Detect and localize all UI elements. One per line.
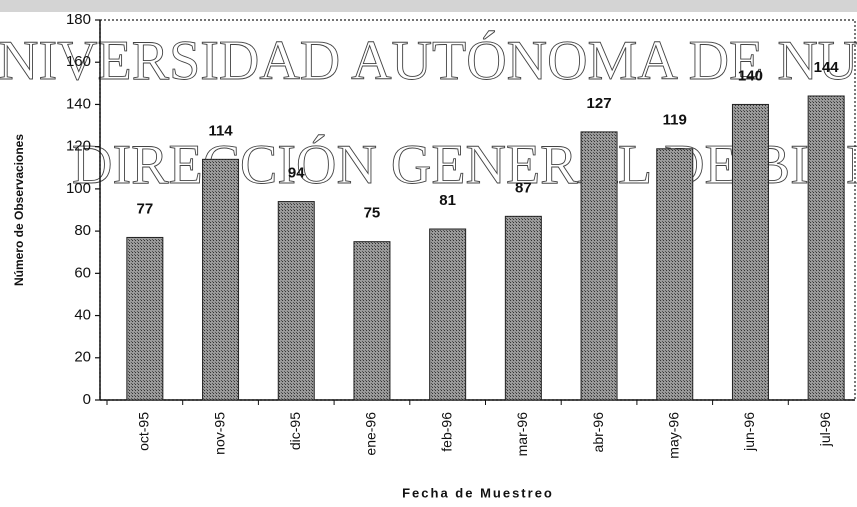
y-tick-label: 180 [66, 11, 91, 28]
watermark: NIVERSIDAD AUTÓNOMA DE NU [0, 29, 857, 92]
bar [656, 148, 694, 401]
bar [353, 241, 391, 401]
top-band [0, 0, 857, 12]
x-tick-label: feb-96 [438, 412, 454, 452]
y-tick-label: 0 [83, 391, 91, 408]
value-label: 114 [208, 122, 233, 139]
value-label: 127 [587, 95, 612, 112]
x-tick-label: abr-96 [590, 412, 606, 453]
y-tick-label: 160 [66, 53, 91, 70]
y-tick-label: 40 [74, 307, 91, 324]
value-label: 140 [738, 67, 763, 84]
x-tick-label: nov-95 [211, 412, 227, 455]
value-label: 94 [288, 165, 305, 182]
y-tick-label: 100 [66, 180, 91, 197]
x-tick-label: jun-96 [741, 412, 757, 452]
bar [429, 228, 467, 401]
y-tick-label: 120 [66, 138, 91, 155]
y-tick-label: 60 [74, 264, 91, 281]
x-tick-label: ene-96 [363, 412, 379, 456]
bar [126, 236, 164, 401]
bar [504, 215, 542, 401]
bar [731, 103, 769, 401]
bar [202, 158, 240, 401]
x-tick-label: dic-95 [287, 412, 303, 450]
x-tick-label: oct-95 [136, 412, 152, 451]
value-label: 77 [137, 200, 154, 217]
x-tick-label: mar-96 [514, 412, 530, 457]
value-label: 75 [364, 205, 381, 222]
x-axis-title: Fecha de Muestreo [402, 485, 554, 500]
y-axis-title: Número de Observaciones [12, 134, 26, 286]
x-tick-label: may-96 [665, 412, 681, 459]
y-tick-label: 140 [66, 95, 91, 112]
value-label: 87 [515, 179, 532, 196]
bar [277, 201, 315, 401]
y-tick-label: 20 [74, 349, 91, 366]
value-label: 119 [663, 112, 687, 129]
bar [580, 131, 618, 401]
value-label: 81 [439, 192, 456, 209]
bar [807, 95, 845, 401]
x-tick-label: jul-96 [817, 412, 833, 447]
y-tick-label: 80 [74, 222, 91, 239]
value-label: 144 [814, 59, 840, 76]
